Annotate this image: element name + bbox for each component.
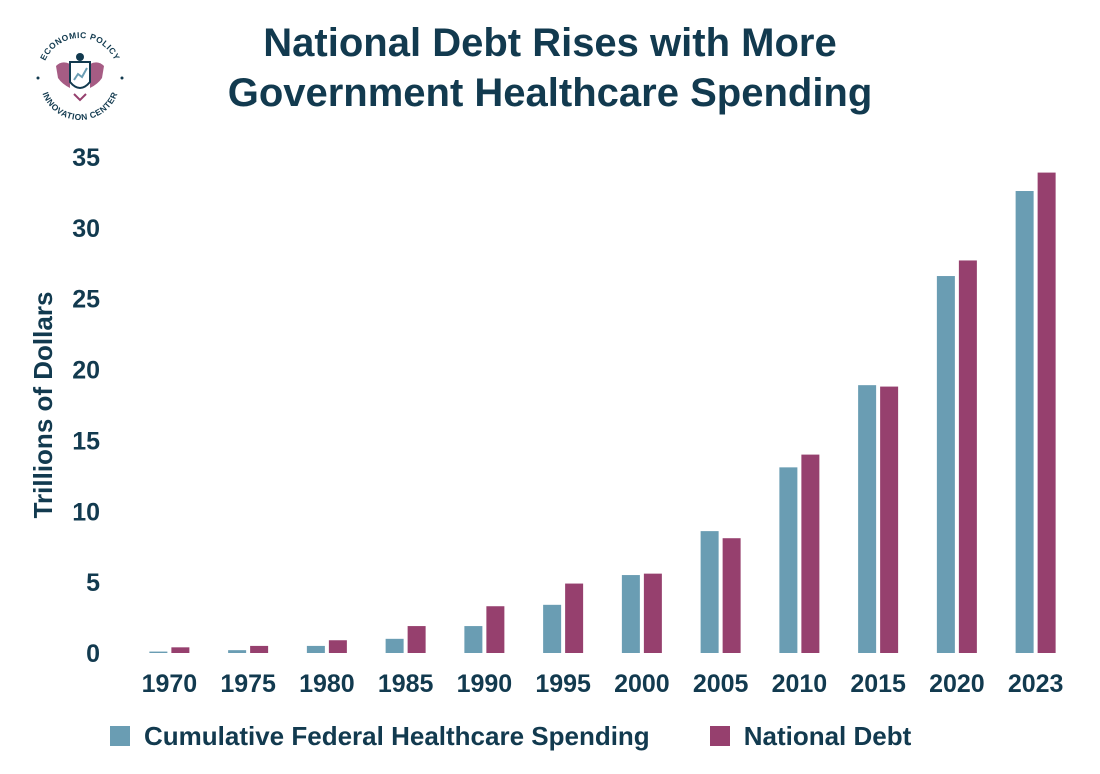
- chart-title: National Debt Rises with More Government…: [150, 18, 950, 118]
- chart-title-line-1: National Debt Rises with More: [263, 21, 837, 65]
- bar-national-debt-1980: [328, 640, 347, 653]
- chart-title-line-2: Government Healthcare Spending: [227, 71, 873, 115]
- bar-national-debt-1970: [171, 647, 190, 653]
- bar-national-debt-2000: [643, 573, 662, 653]
- bar-national-debt-2023: [1037, 172, 1056, 654]
- legend-item-national-debt: National Debt: [709, 720, 912, 752]
- y-tick-label: 5: [86, 569, 100, 597]
- x-tick-label: 2000: [614, 670, 670, 698]
- bar-national-debt-2005: [722, 538, 741, 653]
- bar-national-debt-2010: [801, 454, 820, 653]
- y-axis-ticks: 0 5 10 15 20 25 30 35: [72, 144, 100, 668]
- x-tick-label: 2020: [929, 670, 985, 698]
- eagle-shield-icon: [56, 53, 104, 102]
- x-tick-label: 1990: [457, 670, 513, 698]
- bar-healthcare-1985: [385, 638, 404, 653]
- bar-healthcare-1980: [306, 645, 325, 653]
- x-tick-label: 1970: [142, 670, 198, 698]
- x-tick-label: 2023: [1008, 670, 1064, 698]
- bar-healthcare-2023: [1015, 191, 1034, 654]
- bar-healthcare-1975: [228, 650, 247, 653]
- bar-healthcare-2010: [779, 467, 798, 653]
- y-tick-label: 20: [72, 357, 100, 385]
- bar-healthcare-2005: [700, 531, 719, 653]
- bar-national-debt-1975: [250, 645, 269, 653]
- bar-healthcare-2015: [858, 385, 877, 653]
- y-tick-label: 15: [72, 427, 100, 455]
- x-tick-label: 1980: [299, 670, 355, 698]
- economic-policy-innovation-center-logo: ECONOMIC POLICY INNOVATION CENTER: [29, 25, 131, 127]
- y-tick-label: 35: [72, 144, 100, 172]
- x-tick-label: 2015: [850, 670, 906, 698]
- bar-national-debt-1995: [565, 583, 584, 653]
- bar-national-debt-2015: [880, 386, 899, 653]
- legend: Cumulative Federal Healthcare Spending N…: [110, 718, 971, 754]
- x-tick-label: 1985: [378, 670, 434, 698]
- bar-healthcare-2000: [621, 575, 640, 653]
- x-tick-label: 1975: [220, 670, 276, 698]
- x-tick-label: 2010: [772, 670, 828, 698]
- bar-national-debt-1985: [407, 626, 426, 653]
- bar-national-debt-2020: [958, 260, 977, 653]
- x-axis-ticks: 1970 1975 1980 1985 1990 1995 2000 2005 2010 2015…: [142, 670, 1064, 698]
- bar-healthcare-1990: [464, 626, 483, 653]
- y-tick-label: 30: [72, 215, 100, 243]
- bars: [149, 172, 1056, 654]
- y-tick-label: 0: [86, 640, 100, 668]
- y-tick-label: 10: [72, 498, 100, 526]
- legend-label-national-debt: National Debt: [743, 720, 912, 751]
- y-tick-label: 25: [72, 286, 100, 314]
- y-axis-label: Trillions of Dollars: [28, 292, 58, 519]
- bar-healthcare-1970: [149, 651, 168, 653]
- legend-item-healthcare: Cumulative Federal Healthcare Spending: [110, 721, 650, 752]
- bar-national-debt-1990: [486, 606, 505, 653]
- legend-swatch-healthcare: [110, 726, 130, 746]
- x-tick-label: 2005: [693, 670, 749, 698]
- legend-label-healthcare: Cumulative Federal Healthcare Spending: [144, 720, 650, 751]
- bar-healthcare-2020: [936, 276, 955, 653]
- x-tick-label: 1995: [535, 670, 591, 698]
- bar-healthcare-1995: [543, 604, 562, 653]
- legend-swatch-national-debt: [709, 726, 730, 746]
